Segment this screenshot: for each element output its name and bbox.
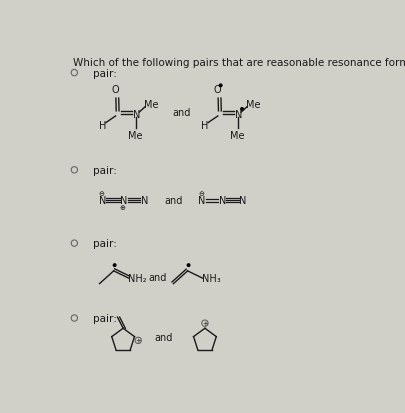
- Text: H: H: [201, 121, 208, 131]
- Circle shape: [240, 108, 243, 111]
- Text: pair:: pair:: [93, 239, 117, 249]
- Text: N: N: [234, 110, 242, 120]
- Text: Which of the following pairs that are reasonable resonance forms?: Which of the following pairs that are re…: [72, 57, 405, 67]
- Text: O: O: [111, 85, 119, 95]
- Text: NH₂: NH₂: [128, 273, 147, 283]
- Text: Me: Me: [229, 131, 244, 141]
- Text: Me: Me: [245, 99, 260, 109]
- Text: and: and: [164, 196, 182, 206]
- Text: and: and: [148, 272, 166, 282]
- Text: ⊖: ⊖: [197, 191, 203, 197]
- Text: N: N: [198, 196, 205, 206]
- Text: +: +: [202, 320, 207, 326]
- Text: +: +: [135, 337, 141, 344]
- Text: pair:: pair:: [93, 313, 117, 323]
- Text: ⊕: ⊕: [119, 205, 126, 211]
- Text: NH₃: NH₃: [202, 273, 220, 283]
- Text: and: and: [154, 332, 173, 342]
- Text: H: H: [99, 121, 106, 131]
- Text: pair:: pair:: [93, 69, 117, 78]
- Text: Me: Me: [144, 99, 158, 109]
- Text: N: N: [99, 196, 106, 206]
- Circle shape: [219, 85, 222, 88]
- Text: O: O: [213, 85, 221, 95]
- Text: N: N: [239, 196, 246, 206]
- Text: pair:: pair:: [93, 166, 117, 176]
- Circle shape: [187, 264, 190, 267]
- Text: Me: Me: [128, 131, 142, 141]
- Text: N: N: [120, 196, 127, 206]
- Text: ⊖: ⊖: [98, 191, 104, 197]
- Text: and: and: [172, 108, 190, 118]
- Text: N: N: [133, 110, 140, 120]
- Text: N: N: [218, 196, 225, 206]
- Circle shape: [113, 264, 115, 267]
- Text: N: N: [140, 196, 147, 206]
